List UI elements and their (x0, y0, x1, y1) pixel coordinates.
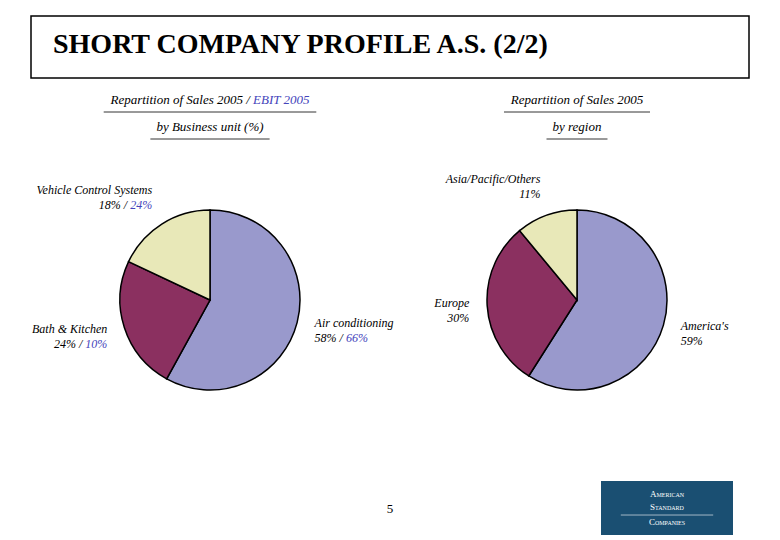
value-label: 59% (681, 334, 703, 348)
sales-share: 58% (315, 331, 337, 345)
pie (487, 210, 667, 390)
sales-share: 11% (519, 187, 540, 201)
slice-labels: Air conditioning58% / 66%Bath & Kitchen2… (32, 183, 394, 352)
category-label: Asia/Pacific/Others (445, 172, 541, 186)
category-label: Vehicle Control Systems (37, 183, 153, 197)
sales-share: 30% (446, 311, 469, 325)
pie-chart: Repartition of Sales 2005 by region Americ… (433, 92, 729, 390)
background (0, 0, 780, 540)
label-separator: / (121, 198, 130, 212)
chart-title-part: Repartition of Sales 2005 / (109, 92, 253, 107)
value-label: 58% / 66% (315, 331, 368, 345)
category-label: Bath & Kitchen (32, 322, 107, 336)
pie-slice (520, 210, 577, 300)
page-number: 5 (387, 501, 394, 516)
chart-title: Repartition of Sales 2005 (510, 92, 644, 107)
sales-share: 18% (99, 198, 121, 212)
chart-title-part: Repartition of Sales 2005 (510, 92, 644, 107)
pie (120, 210, 300, 390)
value-label: 30% (446, 311, 469, 325)
value-label: 24% / 10% (54, 337, 107, 351)
slice-labels: America's59% Europe30% Asia/Pacific/Others… (433, 172, 729, 348)
category-label: Europe (433, 296, 470, 310)
title: SHORT COMPANY PROFILE A.S. (2/2) (53, 28, 548, 59)
value-label: 11% (519, 187, 540, 201)
subtitle-underline (547, 139, 608, 140)
sales-share: 59% (681, 334, 703, 348)
logo: American Standard Companies (601, 481, 733, 535)
logo-text: Companies (649, 517, 685, 527)
title-box (31, 16, 749, 78)
pie-slice (129, 210, 210, 300)
category-label: America's (680, 319, 729, 333)
chart-title-highlight: EBIT 2005 (252, 92, 310, 107)
ebit-share: 24% (130, 198, 152, 212)
ebit-share: 66% (346, 331, 368, 345)
label-separator: / (76, 337, 85, 351)
logo-text: Standard (650, 502, 685, 512)
chart-title: Repartition of Sales 2005 / EBIT 2005 (109, 92, 310, 107)
pie-chart: Repartition of Sales 2005 / EBIT 2005 by … (32, 92, 394, 390)
ebit-share: 10% (85, 337, 107, 351)
label-separator: / (337, 331, 346, 345)
logo-text: American (650, 489, 685, 499)
title-underline (104, 112, 317, 113)
title-underline (504, 112, 650, 113)
logo-rule (621, 515, 713, 516)
page: SHORT COMPANY PROFILE A.S. (2/2) Repartit… (0, 0, 780, 540)
sales-share: 24% (54, 337, 76, 351)
chart-subtitle: by region (553, 119, 602, 134)
logo-box (601, 481, 733, 535)
value-label: 18% / 24% (99, 198, 152, 212)
chart-subtitle: by Business unit (%) (156, 119, 263, 134)
subtitle-underline (150, 139, 269, 140)
category-label: Air conditioning (314, 316, 394, 330)
